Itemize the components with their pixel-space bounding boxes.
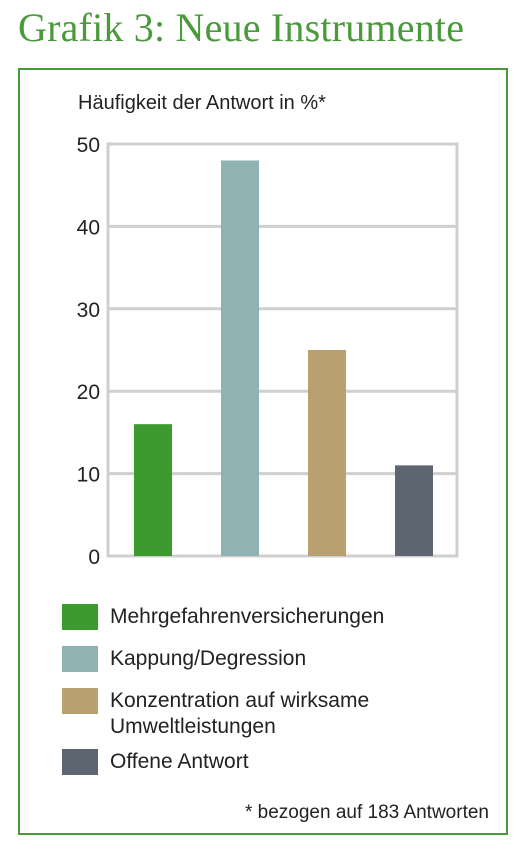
legend-label: Konzentration auf wirksame Umweltleistung… bbox=[110, 688, 490, 740]
y-tick-label-40: 40 bbox=[77, 216, 100, 239]
legend-label-line: Kappung/Degression bbox=[110, 647, 307, 670]
legend-swatch bbox=[62, 646, 98, 672]
bar-2 bbox=[221, 160, 259, 557]
legend-label: Kappung/Degression bbox=[110, 646, 490, 672]
y-tick-label-0: 0 bbox=[88, 546, 100, 569]
bar-3 bbox=[308, 350, 346, 556]
y-tick-label-30: 30 bbox=[77, 299, 100, 322]
y-tick-label-10: 10 bbox=[77, 464, 100, 487]
bar-4 bbox=[395, 465, 433, 556]
legend-swatch bbox=[62, 604, 98, 630]
y-tick-label-50: 50 bbox=[77, 134, 100, 157]
legend-swatch bbox=[62, 688, 98, 714]
bar-chart: 0 10 20 30 40 50 bbox=[77, 134, 459, 569]
y-tick-label-20: 20 bbox=[77, 381, 100, 404]
bar-1 bbox=[134, 424, 172, 556]
legend-label-line: Mehrgefahrenversicherungen bbox=[110, 605, 385, 628]
legend-label: Mehrgefahrenversicherungen bbox=[110, 604, 490, 630]
legend-swatch bbox=[62, 749, 98, 775]
legend-label: Offene Antwort bbox=[110, 749, 490, 775]
y-axis-label: Häufigkeit der Antwort in %* bbox=[78, 92, 326, 114]
legend-label-line: Offene Antwort bbox=[110, 750, 249, 773]
legend-label-line: Umweltleistungen bbox=[110, 715, 276, 738]
footnote: * bezogen auf 183 Antworten bbox=[244, 802, 489, 823]
chart-title: Grafik 3: Neue Instrumente bbox=[18, 5, 465, 50]
chart-frame bbox=[18, 68, 508, 835]
legend-label-line: Konzentration auf wirksame bbox=[110, 689, 370, 712]
